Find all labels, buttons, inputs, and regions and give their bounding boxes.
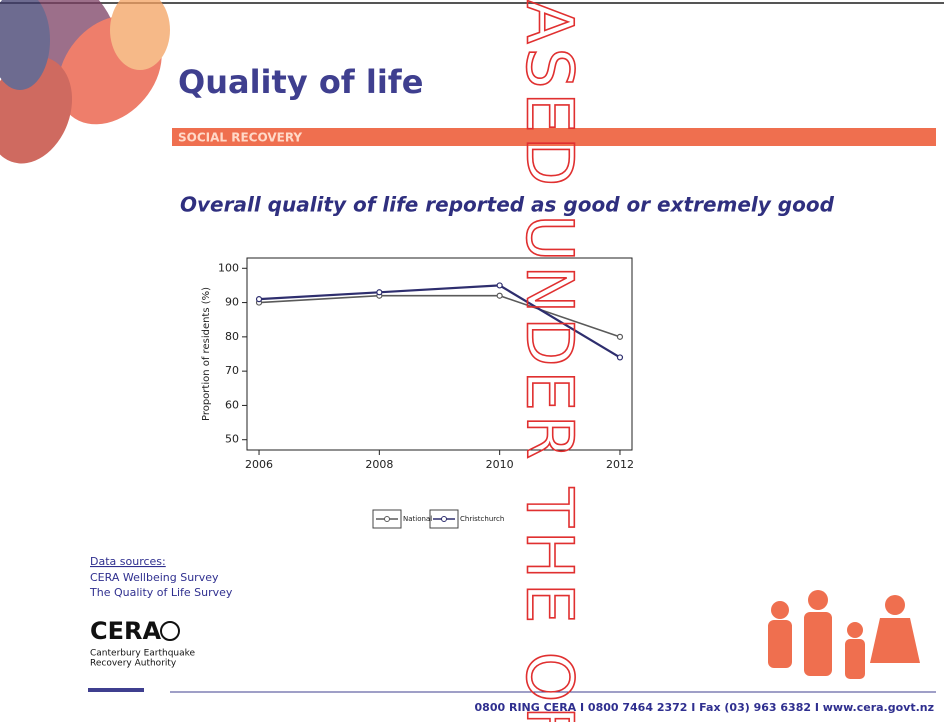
watermark: ASED UNDER THE OF	[511, 0, 585, 722]
head	[771, 601, 789, 619]
x-tick-label: 2012	[606, 458, 634, 471]
point	[255, 296, 263, 303]
series-line	[258, 294, 621, 338]
plot-frame	[246, 257, 633, 451]
legend-box	[372, 509, 402, 529]
y-tick-label: 50	[225, 433, 239, 446]
petals	[0, 0, 170, 164]
logo-line: Canterbury Earthquake	[90, 649, 196, 659]
legend-frame	[372, 509, 459, 529]
logo-line: Recovery Authority	[90, 659, 177, 669]
footer-accent	[88, 688, 144, 692]
legend-label: Christchurch	[460, 515, 504, 523]
y-tick-label: 100	[218, 261, 239, 274]
legend-box	[429, 509, 459, 529]
y-axis-label: Proportion of residents (%)	[201, 287, 212, 421]
legend-marker	[384, 516, 390, 522]
source-item: CERA Wellbeing Survey	[90, 571, 219, 584]
head	[847, 622, 863, 638]
logo-crest	[160, 621, 180, 641]
petal	[110, 0, 170, 70]
point	[496, 292, 503, 299]
y-tick-label: 60	[225, 398, 239, 411]
legend-label: National	[403, 515, 432, 523]
y-tick-label: 90	[225, 296, 239, 309]
series-line	[258, 284, 621, 359]
footer-contact: 0800 RING CERA I 0800 7464 2372 I Fax (0…	[475, 701, 934, 714]
sources-heading: Data sources:	[90, 555, 166, 568]
head	[808, 590, 828, 610]
slide-title: Quality of life	[178, 63, 423, 101]
point	[616, 333, 624, 340]
x-tick-label: 2010	[486, 458, 514, 471]
point	[616, 354, 624, 361]
body	[768, 620, 792, 668]
petal	[0, 0, 50, 90]
source-item: The Quality of Life Survey	[89, 586, 233, 599]
point	[376, 289, 383, 296]
body	[804, 612, 832, 676]
body	[845, 639, 865, 679]
x-tick-label: 2008	[365, 458, 393, 471]
chart-marks: 50 60 70 80 90 100 2006 2008 2010 2012 National Chr…	[218, 261, 634, 523]
people-icon	[768, 590, 920, 679]
banner-text: SOCIAL RECOVERY	[178, 131, 302, 145]
head	[885, 595, 905, 615]
legend-marker	[441, 516, 447, 522]
x-tick-label: 2006	[245, 458, 273, 471]
y-tick-label: 80	[225, 330, 239, 343]
point	[496, 282, 503, 289]
chart-title: Overall quality of life reported as good…	[180, 193, 835, 217]
logo-name: CERA	[90, 617, 161, 645]
y-tick-label: 70	[225, 364, 239, 377]
banner	[172, 128, 936, 146]
body	[870, 618, 920, 663]
